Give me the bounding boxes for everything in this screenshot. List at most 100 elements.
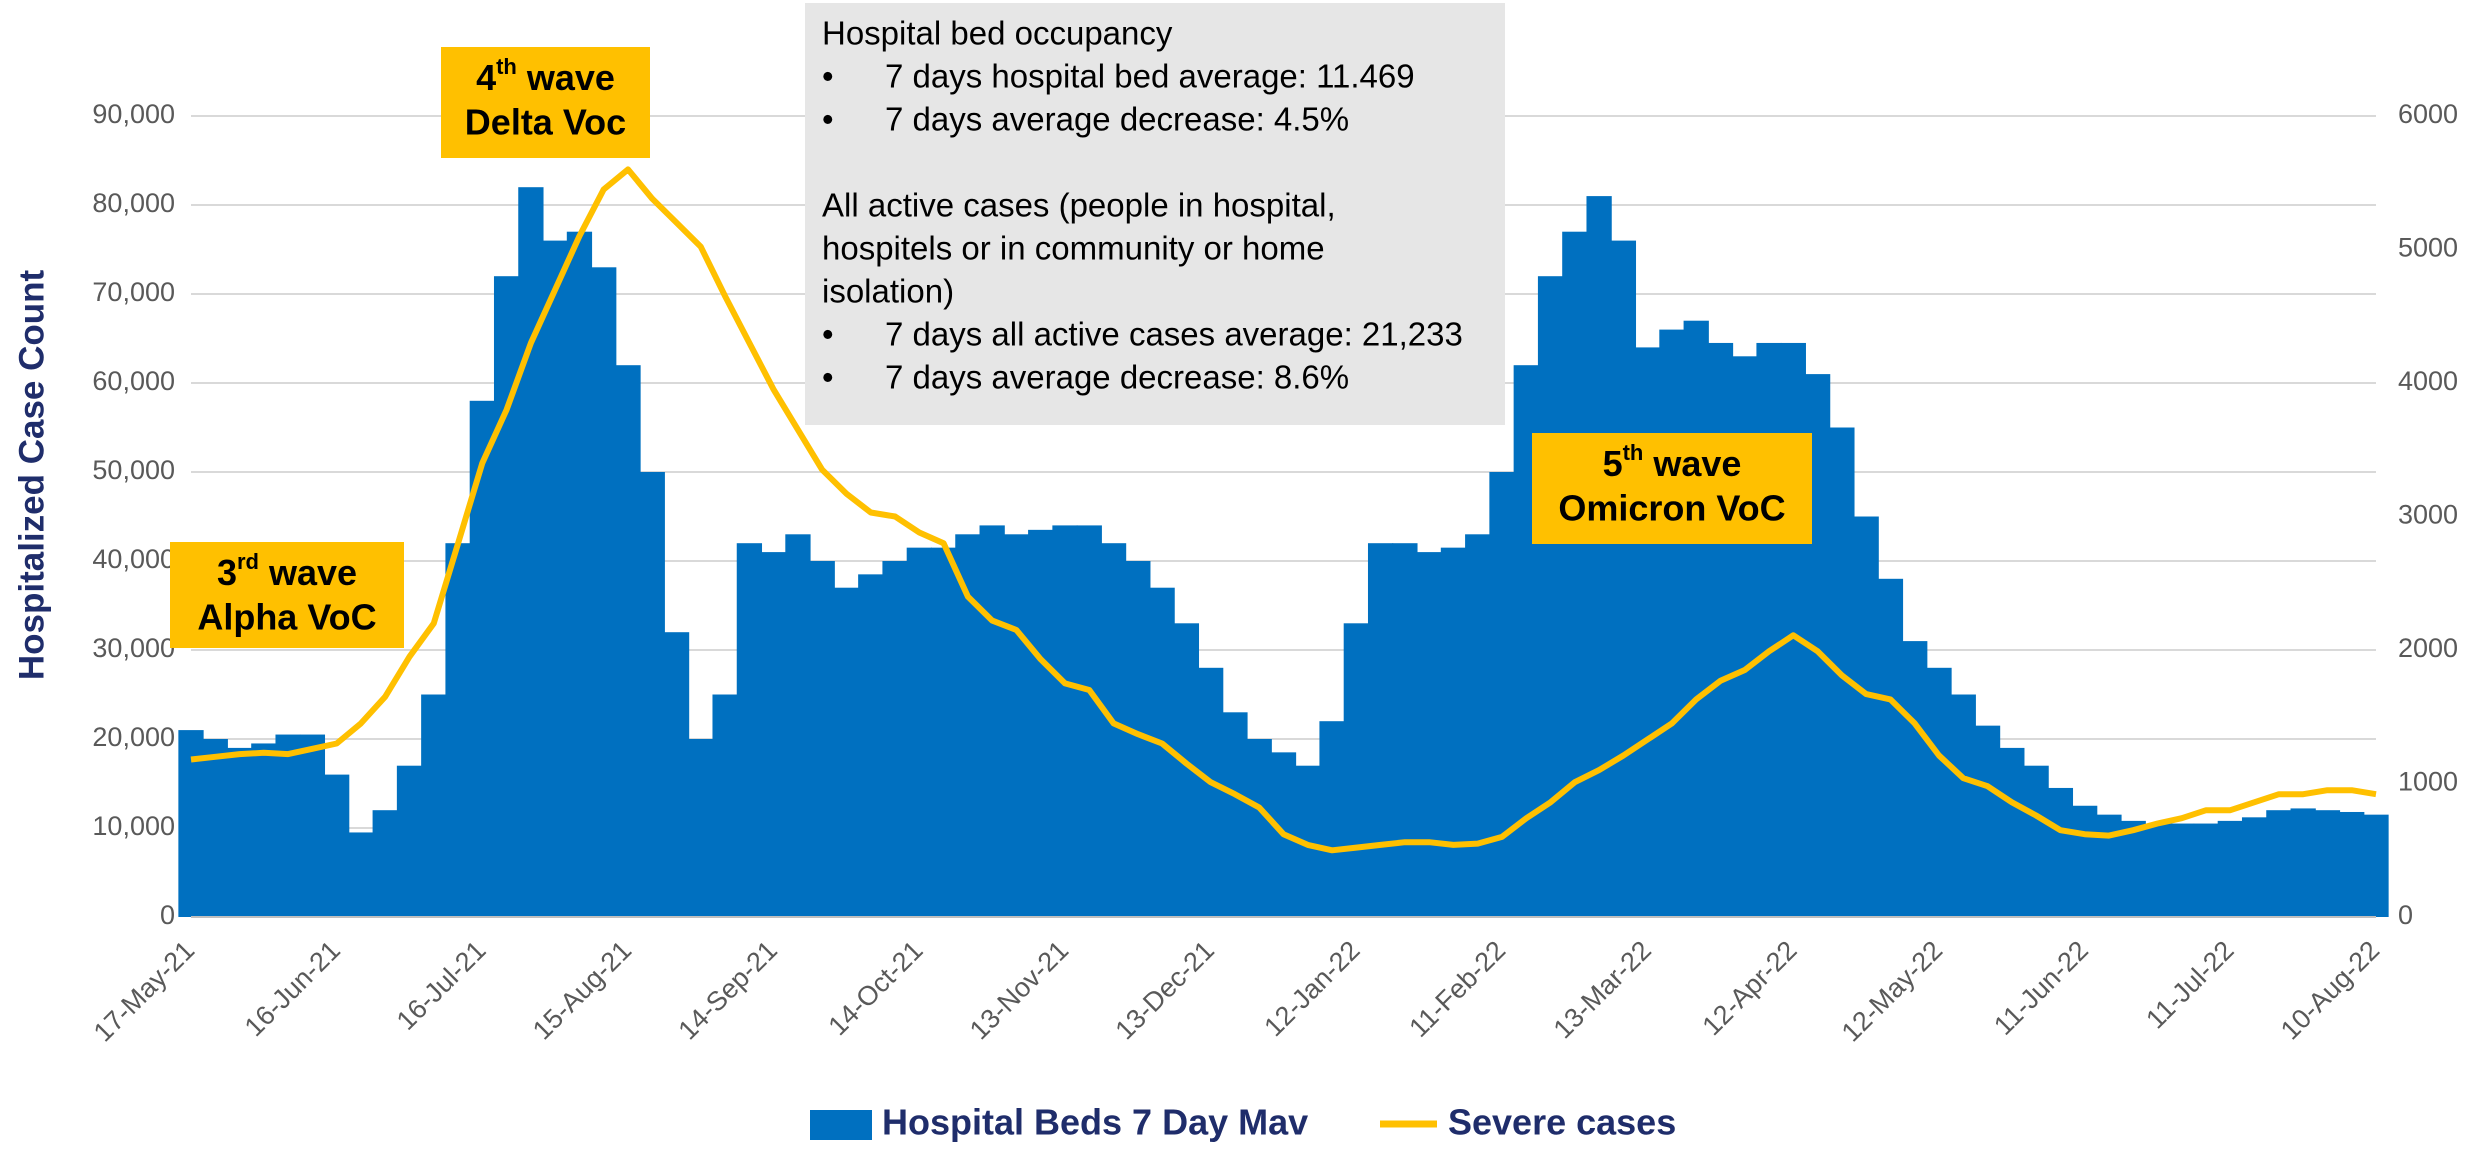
y2-tick-label: 3000	[2398, 500, 2458, 530]
bar	[882, 561, 908, 917]
bar	[639, 472, 665, 917]
annotation-suffix: th	[1623, 440, 1644, 465]
bar	[1003, 534, 1030, 917]
bar	[1877, 578, 1904, 917]
annotation-line2: Delta Voc	[465, 102, 626, 143]
y2-tick-label: 2000	[2398, 633, 2458, 663]
annotation-box	[1532, 433, 1812, 544]
bar	[615, 365, 641, 917]
line	[190, 166, 2377, 854]
bar	[591, 267, 617, 917]
annotation-number: 5	[1603, 443, 1623, 484]
bar	[421, 694, 447, 917]
info-bullet: 7 days average decrease: 4.5%	[885, 101, 1349, 138]
bar	[2314, 810, 2341, 917]
x-tick-label: 11-Jul-22	[2140, 935, 2239, 1034]
x-tick-label: 13-Mar-22	[1548, 935, 1657, 1044]
info-text: All active cases (people in hospital,	[822, 187, 1336, 224]
x-tick-label: 16-Jul-21	[391, 935, 492, 1036]
x-tick-label: 11-Jun-22	[1988, 935, 2094, 1041]
y-tick-label: 50,000	[92, 455, 175, 485]
legend-label: Hospital Beds 7 Day Mav	[882, 1102, 1308, 1143]
bar	[396, 765, 423, 917]
annotation-number: 4	[476, 57, 496, 98]
bar	[761, 552, 787, 917]
x-tick-label: 15-Aug-21	[527, 935, 637, 1045]
y2-tick-label: 0	[2398, 900, 2413, 930]
bar	[2096, 814, 2122, 917]
annotation-line2: Omicron VoC	[1558, 488, 1785, 529]
bar	[1537, 276, 1564, 917]
annotation-text: wave	[1652, 443, 1741, 484]
annotation-box	[170, 542, 404, 648]
annotation-suffix: rd	[237, 549, 259, 574]
bullet: •	[822, 316, 834, 353]
bar	[1586, 196, 1612, 918]
y-tick-label: 20,000	[92, 722, 175, 752]
x-tick-label: 14-Sep-21	[673, 935, 783, 1045]
y2-tick-label: 1000	[2398, 767, 2458, 797]
bar	[275, 734, 301, 917]
bar	[1707, 342, 1734, 917]
y-tick-label: 70,000	[92, 277, 175, 307]
y-tick-label: 90,000	[92, 99, 175, 129]
bar	[202, 739, 228, 917]
bar	[518, 187, 544, 917]
bar	[2217, 820, 2243, 917]
bar	[1926, 667, 1952, 917]
x-tick-label: 16-Jun-21	[239, 935, 346, 1042]
annotation-line2: Alpha VoC	[197, 597, 376, 638]
x-tick-label: 12-Jan-22	[1258, 935, 1365, 1042]
y-tick-label: 60,000	[92, 366, 175, 396]
bar	[1780, 342, 1806, 917]
bar	[1198, 667, 1224, 917]
bar	[251, 743, 277, 917]
annotation-title: 3rd wave	[217, 549, 357, 593]
info-text: isolation)	[822, 273, 954, 310]
bar	[1028, 529, 1054, 917]
bar	[1465, 534, 1491, 917]
bar	[833, 587, 860, 917]
bar	[1489, 472, 1515, 917]
x-tick-label: 17-May-21	[88, 935, 200, 1047]
bar	[542, 240, 568, 918]
bar	[493, 276, 520, 917]
bar	[1440, 547, 1467, 917]
bar	[785, 534, 811, 917]
bar	[1683, 320, 1709, 917]
bar	[2072, 805, 2098, 917]
annotation-suffix: th	[496, 54, 517, 79]
bar	[1999, 747, 2025, 917]
bar	[324, 774, 350, 917]
y-tick-label: 10,000	[92, 811, 175, 841]
annotation-title: 5th wave	[1603, 440, 1742, 484]
x-tick-label: 11-Feb-22	[1403, 935, 1511, 1043]
bar	[1950, 694, 1976, 917]
bar	[1319, 721, 1345, 917]
x-tick-label: 12-Apr-22	[1696, 935, 1802, 1041]
x-tick-label: 10-Aug-22	[2275, 935, 2385, 1045]
bar	[688, 739, 714, 917]
bar	[809, 561, 835, 917]
bullet: •	[822, 359, 834, 396]
bar	[2047, 787, 2074, 917]
bar	[348, 832, 374, 917]
bar	[1343, 623, 1369, 917]
bar	[372, 810, 398, 917]
bar	[1367, 543, 1394, 917]
bar	[1052, 525, 1078, 917]
legend-label: Severe cases	[1448, 1102, 1676, 1143]
x-tick-label: 14-Oct-21	[823, 935, 929, 1041]
legend-swatch	[810, 1110, 872, 1140]
y2-tick-label: 5000	[2398, 233, 2458, 263]
annotation-number: 3	[217, 552, 237, 593]
bar	[2144, 823, 2171, 917]
info-bullet: 7 days all active cases average: 21,233	[885, 316, 1463, 353]
bar	[1853, 516, 1879, 917]
bar	[299, 734, 326, 917]
y-tick-label: 0	[160, 900, 175, 930]
info-text: hospitels or in community or home	[822, 230, 1325, 267]
annotation-text: wave	[526, 57, 615, 98]
bar	[712, 694, 738, 917]
bar	[2023, 765, 2049, 917]
